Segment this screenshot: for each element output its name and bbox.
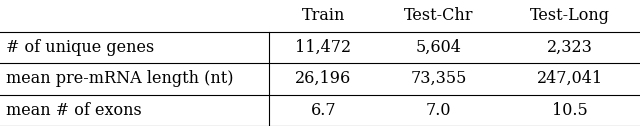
Text: Test-Chr: Test-Chr [404, 7, 473, 24]
Text: 10.5: 10.5 [552, 102, 588, 119]
Text: 73,355: 73,355 [410, 70, 467, 87]
Text: 247,041: 247,041 [536, 70, 603, 87]
Text: 5,604: 5,604 [415, 39, 461, 56]
Text: 6.7: 6.7 [310, 102, 336, 119]
Text: 11,472: 11,472 [295, 39, 351, 56]
Text: mean pre-mRNA length (nt): mean pre-mRNA length (nt) [6, 70, 234, 87]
Text: Train: Train [301, 7, 345, 24]
Text: 2,323: 2,323 [547, 39, 593, 56]
Text: mean # of exons: mean # of exons [6, 102, 142, 119]
Text: 26,196: 26,196 [295, 70, 351, 87]
Text: Test-Long: Test-Long [530, 7, 610, 24]
Text: # of unique genes: # of unique genes [6, 39, 155, 56]
Text: 7.0: 7.0 [426, 102, 451, 119]
